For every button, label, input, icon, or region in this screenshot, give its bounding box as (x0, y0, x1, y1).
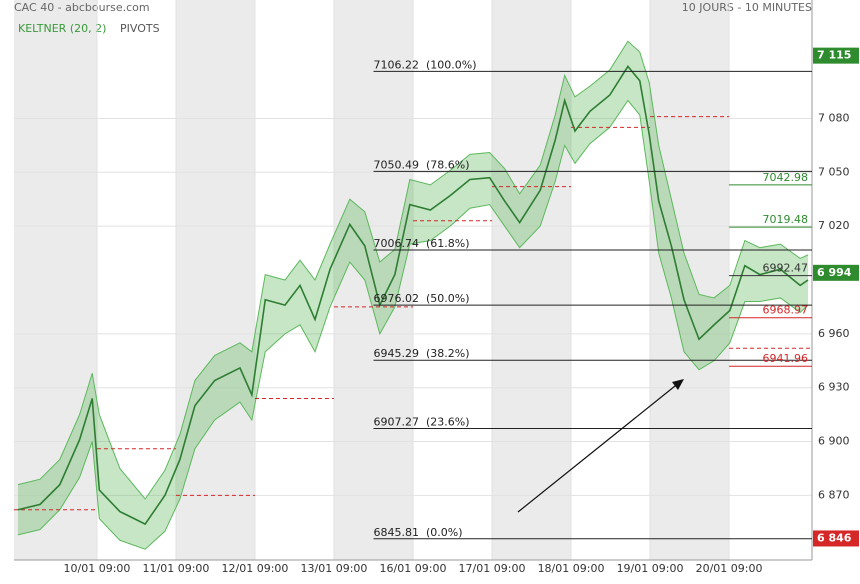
level-label: 6992.47 (763, 262, 809, 275)
price-marker (813, 264, 859, 281)
x-tick-label: 11/01 09:00 (143, 562, 210, 575)
y-tick-label: 6 930 (818, 381, 850, 394)
chart-subtitle: 10 JOURS - 10 MINUTES (682, 1, 812, 14)
y-tick-label: 7 080 (818, 111, 850, 124)
x-tick-label: 17/01 09:00 (459, 562, 526, 575)
arrow (517, 381, 681, 513)
day-shade (650, 0, 730, 560)
level-label: 6941.96 (763, 352, 809, 365)
fib-label: 7050.49 (78.6%) (373, 158, 469, 171)
keltner-lower (17, 99, 809, 550)
x-tick-label: 18/01 09:00 (538, 562, 605, 575)
y-tick-label: 6 900 (818, 435, 850, 448)
price-marker (813, 47, 859, 64)
level-label: 7042.98 (763, 171, 809, 184)
indicator-label: KELTNER (20, 2) (18, 22, 106, 35)
price-line (17, 65, 809, 526)
fib-label: 6907.27 (23.6%) (373, 415, 469, 428)
x-tick-label: 12/01 09:00 (222, 562, 289, 575)
price-marker-label: 6 846 (817, 531, 852, 544)
x-tick-label: 19/01 09:00 (617, 562, 684, 575)
fib-label: 6945.29 (38.2%) (373, 347, 469, 360)
y-tick-label: 7 050 (818, 165, 850, 178)
indicator-label: PIVOTS (120, 22, 160, 35)
level-label: 6968.97 (763, 304, 809, 317)
keltner-upper (17, 40, 809, 500)
price-marker-label: 6 994 (817, 266, 852, 279)
fib-label: 6976.02 (50.0%) (373, 292, 469, 305)
y-tick-label: 7 020 (818, 219, 850, 232)
price-marker (813, 530, 859, 547)
fib-label: 7006.74 (61.8%) (373, 237, 469, 250)
level-label: 7019.48 (763, 213, 809, 226)
y-tick-label: 6 870 (818, 488, 850, 501)
fib-label: 7106.22 (100.0%) (373, 58, 476, 71)
arrow-head (672, 379, 684, 390)
day-shade (492, 0, 572, 560)
day-shade (175, 0, 255, 560)
x-tick-label: 13/01 09:00 (301, 562, 368, 575)
price-marker-label: 7 115 (817, 49, 851, 62)
x-tick-label: 20/01 09:00 (696, 562, 763, 575)
x-tick-label: 10/01 09:00 (64, 562, 131, 575)
y-tick-label: 6 960 (818, 327, 850, 340)
chart-title: CAC 40 - abcbourse.com (14, 1, 150, 14)
x-tick-label: 16/01 09:00 (380, 562, 447, 575)
fib-label: 6845.81 (0.0%) (373, 526, 462, 539)
